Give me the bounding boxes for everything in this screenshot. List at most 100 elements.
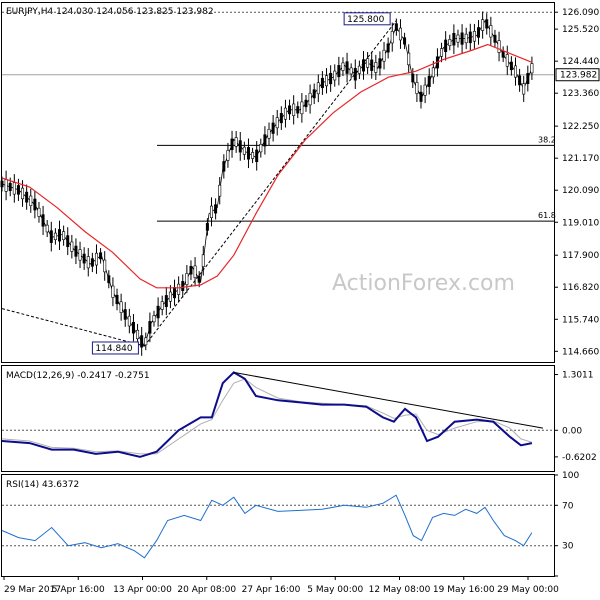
fib-label: 38.2 [538,135,556,144]
annotation-box [343,12,391,26]
rsi-panel: RSI(14) 43.6372 100 70 30 [1,471,579,577]
candle-body [49,230,53,243]
watermark: ActionForex.com [332,271,515,296]
y-tick-label: 114.660 [562,347,599,357]
candle-body [152,315,156,323]
rsi-y-axis: 100 70 30 [554,471,579,577]
candle-body [123,309,127,320]
candle-body [489,25,493,38]
candle-body [386,43,390,53]
candle-body [164,295,168,308]
price-panel: EURJPY,H4 124.030 124.056 123.825 123.98… [0,2,600,363]
candle-body [378,58,382,69]
candle-body [300,101,304,115]
candle-body [103,259,107,273]
candle-body [136,329,140,340]
candle-body [62,231,66,240]
y-tick-label: 125.520 [562,25,599,35]
candle-body [205,223,209,231]
candle-body [333,70,337,81]
macd-series-line [1,378,533,455]
y-tick-label: 120.090 [562,186,599,196]
macd-panel-frame [1,365,555,472]
candle-body [407,52,411,66]
x-tick-label: 27 Apr 16:00 [242,585,301,595]
candle-body [74,245,78,257]
candle-body [444,39,448,53]
candle-body [325,75,329,87]
candle-body [394,23,398,31]
candle-body [460,32,464,45]
candle-body [374,62,378,73]
candle-body [403,37,407,45]
candle-body [468,31,472,44]
candle-body [518,75,522,86]
candle-body [357,65,361,74]
fib-label: 61.8 [538,211,556,220]
candle-body [509,61,513,71]
candle-body [160,301,164,310]
y-tick-label: 117.900 [562,251,599,261]
candle-body [238,140,242,153]
candle-body [16,185,20,195]
candle-body [411,73,415,83]
y-tick-label: 123.360 [562,89,599,99]
candle-body [304,99,308,108]
candle-body [94,252,98,266]
candle-body [148,321,152,334]
candle-body [452,32,456,46]
candle-body [505,54,509,67]
x-tick-label: 19 May 16:00 [433,585,495,595]
candle-body [361,59,365,72]
candle-body [111,285,115,298]
y-tick-label: 121.170 [562,154,599,164]
y-tick-label: -0.6202 [562,453,597,463]
candle-body [345,61,349,74]
rsi-line [1,494,533,559]
candle-body [271,122,275,134]
candle-body [497,40,501,53]
candle-body [251,152,255,159]
x-tick-label: 29 Mar 2017 [4,585,61,595]
macd-series [1,371,554,458]
rsi-title: RSI(14) 43.6372 [6,480,79,490]
candle-body [25,191,29,203]
candle-body [255,149,259,163]
candle-body [226,150,230,161]
candle-body [115,294,119,305]
y-tick-label: 100 [562,471,579,481]
candle-body [456,34,460,43]
candle-body [423,84,427,96]
candle-body [279,113,283,124]
candle-body [448,39,452,46]
candle-body [90,258,94,267]
macd-y-axis: 1.3011 0.00 -0.6202 [554,371,597,463]
candle-body [493,34,497,43]
candle-body [501,50,505,58]
candle-body [242,146,246,155]
candle-body [366,58,370,68]
candle-body [477,27,481,38]
candle-body [37,207,41,217]
candle-body [522,83,526,95]
y-tick-label: 124.440 [562,57,599,67]
y-tick-label: 126.090 [562,8,599,18]
macd-title: MACD(12,26,9) -0.2417 -0.2751 [6,371,150,381]
y-tick-label: 115.740 [562,315,599,325]
candle-body [210,205,214,218]
candle-body [86,256,90,269]
y-tick-label: 30 [562,542,574,552]
price-series [0,11,534,356]
annotation-label: 125.800 [347,15,384,25]
candle-body [45,224,49,233]
candle-body [382,49,386,62]
candle-body [119,301,123,313]
candle-body [218,184,222,197]
x-tick-label: 29 May 00:00 [497,585,559,595]
candle-body [201,254,205,267]
y-tick-label: 70 [562,501,574,511]
rsi-series [1,494,554,559]
rsi-panel-frame [1,474,555,577]
candle-body [189,265,193,275]
candle-body [464,33,468,44]
